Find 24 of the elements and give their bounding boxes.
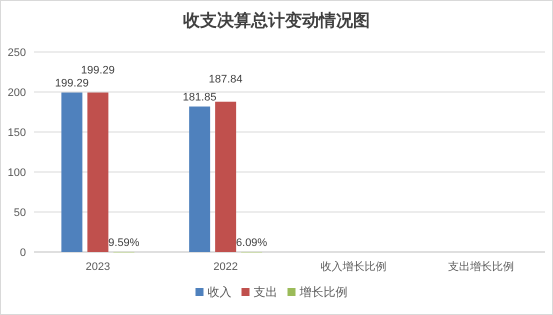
bar <box>189 106 210 252</box>
x-tick-label: 2023 <box>86 261 110 273</box>
y-tick-label: 150 <box>8 127 26 139</box>
bar <box>87 92 108 252</box>
data-label: 199.29 <box>81 64 115 77</box>
x-tick-label: 收入增长比例 <box>320 260 386 273</box>
y-tick-label: 250 <box>8 47 26 59</box>
legend-label: 支出 <box>254 285 278 299</box>
bar <box>215 102 236 252</box>
data-label: 6.09% <box>236 236 268 249</box>
legend-label: 收入 <box>208 285 232 299</box>
y-tick-label: 200 <box>8 87 26 99</box>
legend-label: 增长比例 <box>298 285 348 299</box>
y-tick-label: 0 <box>20 247 26 259</box>
data-label: 199.29 <box>55 78 89 90</box>
data-label: 181.85 <box>182 92 216 104</box>
data-label: 187.84 <box>208 74 242 86</box>
x-tick-label: 2022 <box>213 261 238 273</box>
y-tick-label: 50 <box>14 207 26 219</box>
title: 收支决算总计变动情况图 <box>183 11 370 30</box>
data-label: 9.59% <box>108 236 140 249</box>
y-tick-label: 100 <box>8 167 26 179</box>
x-tick-label: 支出增长比例 <box>448 260 514 273</box>
bar <box>61 92 82 252</box>
